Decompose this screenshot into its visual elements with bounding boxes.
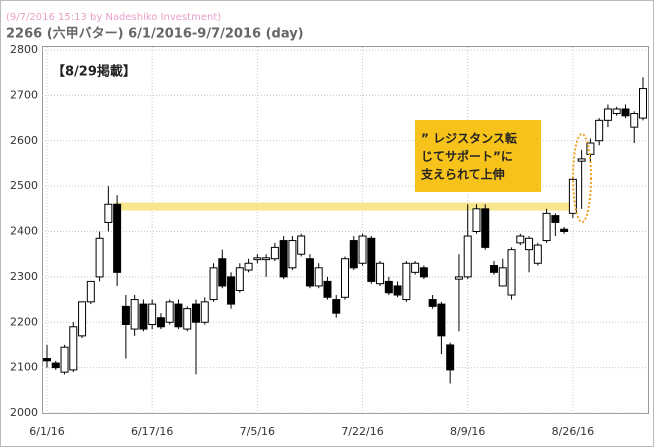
candle-body [402,262,411,301]
candle-body [454,276,463,280]
candle-body [156,317,165,328]
candle-body [358,235,367,264]
highlight-ellipse [572,133,592,223]
candle-body [130,299,139,330]
candle-body [279,240,288,278]
candle-body [525,237,534,251]
candle-body [472,208,481,232]
candle-body [393,285,402,296]
candle-body [630,113,639,128]
candle-body [218,258,227,287]
resistance-band [115,202,575,211]
candle-body [262,257,271,261]
candle-body [437,303,446,337]
candle-body [446,344,455,371]
callout-box [415,120,541,192]
candle-body [551,215,560,223]
candle-body [183,308,192,330]
candle-body [481,208,490,248]
callout-text: じてサポート”に [421,149,513,164]
candle-body [95,237,104,278]
candle-body [174,303,183,328]
candle-body [376,262,385,285]
candle-body [148,303,157,326]
candle-body [428,299,437,307]
candle-body [121,305,130,326]
candle-body [367,237,376,282]
candle-body [577,158,586,162]
candle-body [568,178,577,214]
candle-body [43,358,51,362]
y-tick-label: 2000 [10,406,38,419]
candle-body [78,301,87,337]
candle-body [533,244,542,264]
candle-body [498,267,507,287]
candle-body [192,303,200,323]
y-tick-label: 2800 [10,43,38,56]
y-tick-label: 2400 [10,225,38,238]
x-tick-label: 8/26/16 [552,425,594,438]
callout-text: 支えられて上伸 [420,167,505,182]
candle-body [516,235,525,244]
candle-body [297,235,306,255]
x-tick-label: 6/1/16 [29,425,64,438]
y-tick-label: 2300 [10,270,38,283]
candle-body [104,203,113,223]
x-tick-label: 7/5/16 [240,425,275,438]
candle-body [86,280,95,303]
candle-body [227,276,236,305]
candle-body [560,228,569,232]
candle-body [200,301,209,323]
candle-body [51,362,60,369]
candle-body [419,267,428,278]
y-tick-label: 2600 [10,134,38,147]
candle-body [341,258,349,298]
candle-body [603,108,612,121]
candle-body [253,257,262,261]
caption: (9/7/2016 15:13 by Nadeshiko Investment) [6,12,221,23]
candle-body [209,267,218,301]
y-tick-label: 2100 [10,361,38,374]
y-tick-label: 2500 [10,179,38,192]
candle-body [349,240,358,269]
x-tick-label: 7/22/16 [341,425,383,438]
x-tick-label: 8/9/16 [450,425,485,438]
candle-body [288,240,297,269]
annotation: 【8/29掲載】 [52,64,136,80]
candle-body [165,301,174,323]
candle-body [463,235,472,278]
callout-text: ” レジスタンス転 [421,131,517,146]
candle-body [586,142,595,155]
candle-body [60,346,69,373]
x-tick-label: 6/17/16 [131,425,173,438]
candle-body [270,246,279,260]
candle-body [139,303,148,330]
candle-body [314,267,323,287]
candle-body [244,262,253,271]
candle-body [507,249,516,296]
candle-body [612,108,621,115]
candle-body [384,280,393,294]
candle-body [490,265,498,273]
candle-body [542,212,551,242]
candle-body [323,280,332,298]
candle-body [639,88,647,119]
candle-body [235,267,244,291]
chart-title: 2266 (六甲バター) 6/1/2016-9/7/2016 (day) [6,26,304,42]
y-tick-label: 2200 [10,315,38,328]
candle-body [113,203,122,273]
candle-body [305,258,314,287]
candle-body [621,108,630,117]
candle-body [332,299,341,314]
candle-body [69,326,78,371]
candle-body [411,262,420,273]
candle-body [595,119,604,142]
y-tick-label: 2700 [10,88,38,101]
